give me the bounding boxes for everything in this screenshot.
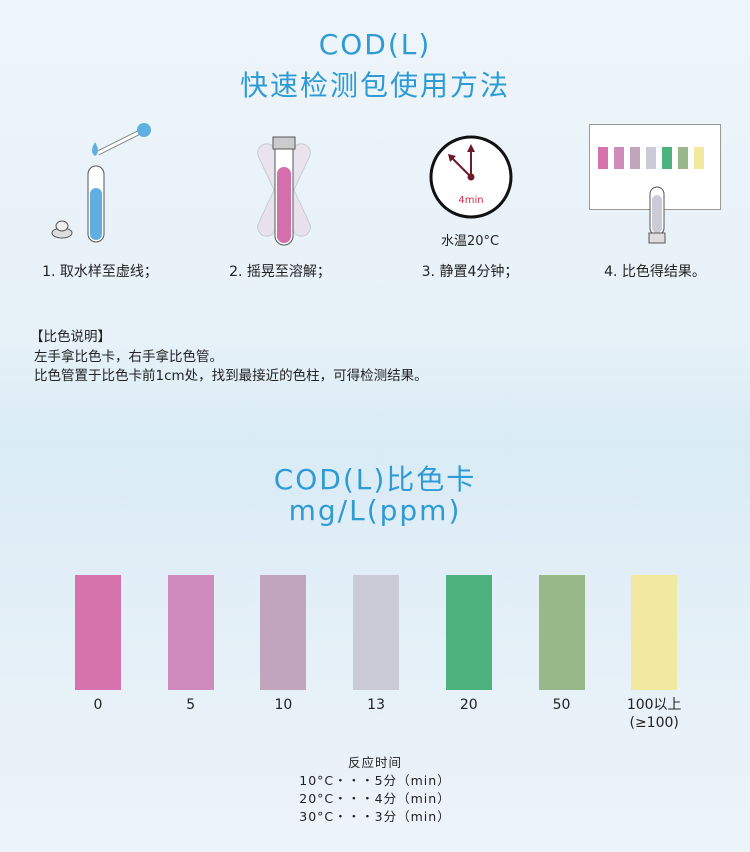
color-swatch-0 (75, 575, 121, 690)
mini-swatch (662, 147, 672, 169)
step-3-label: 3. 静置4分钟； (421, 264, 519, 280)
card-unit: mg/L(ppm) (288, 494, 462, 527)
reaction-time-row: 20°C・・・4分（min） (299, 791, 451, 806)
swatch-value-label: 5 (146, 696, 236, 714)
reaction-time-row: 10°C・・・5分（min） (299, 773, 451, 788)
color-swatch-10 (260, 575, 307, 690)
comparison-tube-icon (648, 186, 666, 244)
color-swatch-100以上 (631, 575, 678, 690)
mini-swatch (646, 147, 656, 169)
mini-swatch (678, 147, 688, 169)
swatch-value-label: 50 (517, 696, 607, 714)
mini-swatch (598, 147, 608, 169)
swatch-value: 0 (93, 697, 103, 713)
color-swatch-5 (167, 575, 214, 690)
swatch-value-label: 13 (331, 696, 421, 714)
swatch-value-label: 100以上 (≥100) (609, 696, 699, 732)
note-heading: 【比色说明】 (30, 329, 111, 345)
header-title-line1: COD(L) (318, 28, 432, 61)
shaking-tube-icon (257, 136, 311, 246)
swatch-value: 50 (552, 697, 571, 713)
color-swatch-20 (445, 575, 492, 690)
water-temp: 水温20°C (440, 234, 500, 249)
card-title: COD(L)比色卡 (273, 463, 477, 496)
swatch-value: 13 (367, 697, 385, 713)
step-2-label: 2. 摇晃至溶解； (229, 264, 331, 280)
mini-swatch (614, 147, 624, 169)
color-swatch-13 (353, 575, 400, 690)
swatch-value: 20 (459, 697, 478, 713)
header-title-line2: 快速检测包使用方法 (239, 69, 510, 102)
step-4-label: 4. 比色得结果。 (604, 264, 706, 280)
swatch-value-label: 0 (53, 696, 143, 714)
reaction-time-title: 反应时间 (347, 755, 402, 770)
swatch-value-label: 10 (238, 696, 328, 714)
swatch-value-secondary: (≥100) (629, 715, 679, 731)
step-1-label: 1. 取水样至虚线； (42, 264, 158, 280)
swatch-value: 5 (186, 697, 196, 713)
note-line-2: 比色管置于比色卡前1cm处，找到最接近的色柱，可得检测结果。 (34, 368, 428, 384)
mini-swatch (630, 147, 640, 169)
clock-time-text: 4min (458, 195, 483, 206)
swatch-value: 10 (274, 697, 293, 713)
mini-swatch (694, 147, 704, 169)
color-swatch-50 (538, 575, 585, 690)
swatch-value: 100以上 (626, 697, 682, 713)
swatch-value-label: 20 (424, 696, 514, 714)
test-tube-dropper-icon (51, 123, 151, 243)
reaction-time-row: 30°C・・・3分（min） (299, 809, 451, 824)
note-line-1: 左手拿比色卡，右手拿比色管。 (34, 349, 223, 365)
clock-icon: 4min (429, 135, 513, 219)
